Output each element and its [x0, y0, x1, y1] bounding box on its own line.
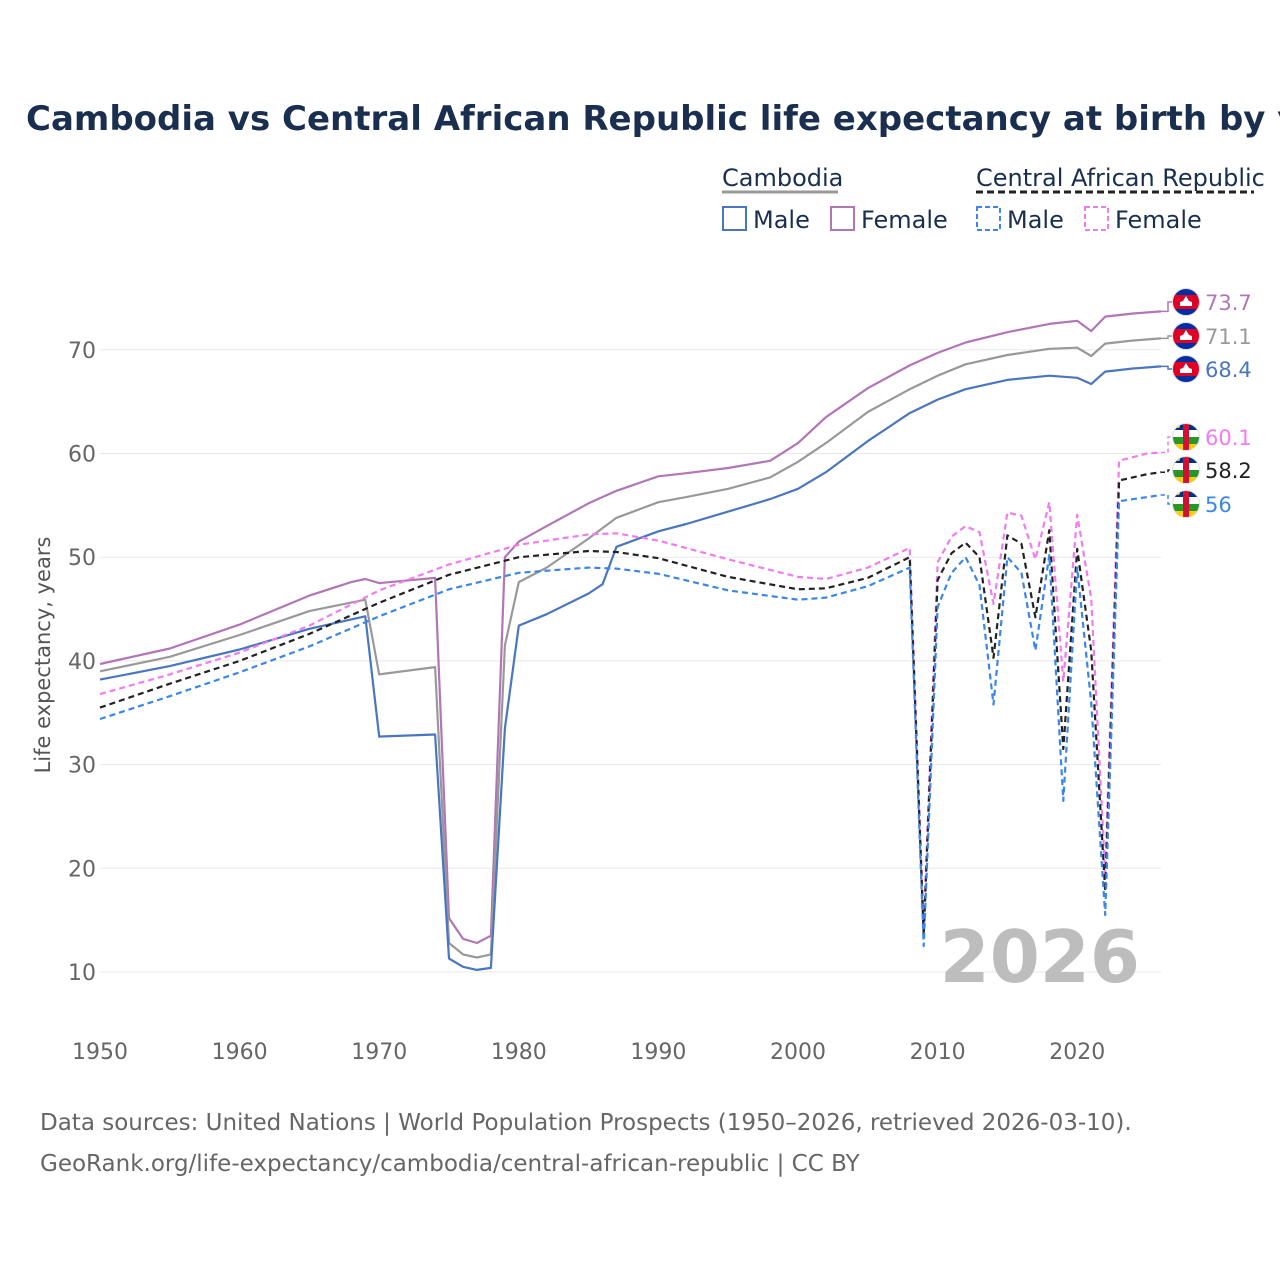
legend-entry-label: Male	[1007, 206, 1064, 234]
legend-swatch	[1084, 206, 1109, 231]
legend-entry-label: Male	[753, 206, 810, 234]
end-labels: 73.7 71.1 68.4 60.1 58.2 56	[1161, 288, 1252, 518]
end-value-label: 71.1	[1205, 325, 1252, 349]
end-value-label: 68.4	[1205, 358, 1252, 382]
cambodia-flag-icon	[1172, 355, 1200, 383]
x-axis: 1950 1960 1970 1980 1990 2000 2010 2020	[72, 1040, 1105, 1065]
series-line	[99, 365, 1162, 971]
cambodia-flag-icon	[1172, 322, 1200, 350]
x-tick-label: 2000	[770, 1040, 826, 1065]
url-line: GeoRank.org/life-expectancy/cambodia/cen…	[40, 1151, 861, 1177]
label-leader	[1161, 365, 1172, 370]
year-stamp: 2026	[940, 915, 1140, 999]
end-value-label: 60.1	[1205, 426, 1252, 450]
label-leader	[1161, 301, 1172, 313]
x-tick-label: 1960	[212, 1040, 268, 1065]
y-tick-label: 50	[68, 546, 96, 571]
label-leader	[1161, 436, 1172, 454]
cambodia-flag-icon	[1172, 288, 1200, 316]
end-value-label: 56	[1205, 493, 1232, 517]
label-leader	[1161, 494, 1172, 505]
y-axis-label: Life expectancy, years	[31, 537, 55, 774]
legend-group-title: Central African Republic	[976, 164, 1265, 192]
legend-swatch	[976, 206, 1001, 231]
y-tick-label: 10	[68, 961, 96, 986]
legend: Cambodia Male Female Central African Republ…	[722, 164, 1265, 234]
grid	[100, 349, 1161, 973]
legend-entry-label: Female	[861, 206, 948, 234]
end-value-label: 58.2	[1205, 459, 1252, 483]
series-line	[99, 493, 1162, 948]
chart-title: Cambodia vs Central African Republic lif…	[26, 99, 1280, 139]
legend-swatch	[830, 206, 855, 231]
x-tick-label: 1980	[491, 1040, 547, 1065]
series-lines	[99, 310, 1162, 971]
x-tick-label: 2020	[1049, 1040, 1105, 1065]
y-tick-label: 30	[68, 754, 96, 779]
series-line	[99, 310, 1162, 945]
label-leader	[1161, 469, 1172, 473]
x-tick-label: 2010	[910, 1040, 966, 1065]
source-line: Data sources: United Nations | World Pop…	[40, 1110, 1132, 1136]
end-value-label: 73.7	[1205, 291, 1252, 315]
x-tick-label: 1970	[351, 1040, 407, 1065]
x-tick-label: 1990	[630, 1040, 686, 1065]
legend-swatch	[722, 206, 747, 231]
y-tick-label: 20	[68, 857, 96, 882]
car-flag-icon	[1172, 423, 1200, 451]
series-line	[99, 337, 1162, 959]
y-axis: 10 20 30 40 50 60 70	[68, 339, 96, 986]
y-tick-label: 60	[68, 443, 96, 468]
label-leader	[1161, 335, 1172, 340]
legend-entry-label: Female	[1115, 206, 1202, 234]
series-line	[99, 451, 1162, 932]
car-flag-icon	[1172, 490, 1200, 518]
y-tick-label: 40	[68, 650, 96, 675]
legend-group-title: Cambodia	[722, 164, 843, 192]
x-tick-label: 1950	[72, 1040, 128, 1065]
y-tick-label: 70	[68, 339, 96, 364]
car-flag-icon	[1172, 456, 1200, 484]
